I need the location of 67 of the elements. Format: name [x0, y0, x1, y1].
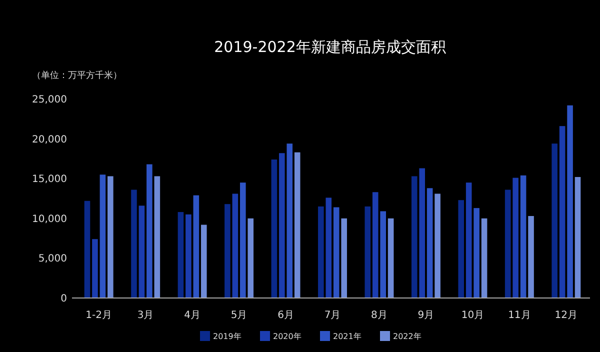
x-tick-label: 3月	[137, 310, 154, 321]
bar	[84, 200, 90, 298]
bar	[186, 214, 192, 298]
bar	[474, 208, 480, 298]
y-tick-label: 20,000	[32, 134, 67, 146]
bar	[200, 224, 207, 298]
y-tick-label: 25,000	[32, 94, 67, 106]
x-tick-label: 4月	[184, 310, 200, 321]
bar	[559, 126, 566, 298]
chart-title: 2019-2022年新建商品房成交面积	[214, 38, 446, 56]
bar	[271, 159, 278, 298]
x-tick-label: 5月	[230, 310, 248, 321]
y-tick-label: 5,000	[38, 254, 67, 265]
x-tick-label: 8月	[371, 310, 388, 321]
bar	[146, 164, 152, 298]
legend-label: 2019年	[213, 332, 242, 341]
bar	[178, 212, 184, 298]
bar	[333, 207, 340, 298]
text: （单位：万平方千米）	[32, 70, 122, 81]
legend-label: 2021年	[333, 332, 362, 341]
legend-label: 2020年	[273, 332, 302, 341]
x-tick-label: 1-2月	[86, 310, 112, 321]
x-tick-label: 11月	[508, 310, 531, 321]
bar	[341, 218, 347, 298]
bar	[224, 204, 230, 298]
bar	[574, 177, 581, 298]
bar	[100, 174, 106, 298]
bar	[318, 206, 324, 298]
bar	[279, 153, 285, 298]
bar	[232, 194, 238, 298]
bar	[528, 216, 534, 298]
bar	[248, 218, 254, 298]
bar	[193, 195, 200, 298]
x-tick-label: 7月	[324, 310, 341, 321]
bar	[458, 200, 464, 298]
bar	[380, 211, 386, 298]
bar	[364, 206, 371, 298]
x-tick-label: 9月	[418, 310, 434, 321]
bar	[411, 176, 418, 298]
y-tick-label: 0	[60, 294, 67, 304]
bar	[419, 168, 425, 298]
bar	[286, 144, 293, 298]
bar	[294, 152, 300, 298]
bar	[240, 182, 246, 298]
bar	[388, 218, 394, 298]
bar	[154, 176, 160, 298]
bar	[372, 192, 378, 298]
bar	[131, 190, 137, 298]
bar	[138, 206, 145, 298]
bar	[481, 218, 488, 298]
bar	[520, 175, 526, 298]
bar	[92, 239, 98, 298]
bar	[326, 198, 332, 298]
y-tick-label: 15,000	[32, 174, 67, 186]
bar	[434, 194, 440, 298]
legend-label: 2022年	[393, 332, 422, 341]
bar	[108, 176, 114, 298]
bar	[552, 144, 558, 298]
x-tick-label: 12月	[554, 310, 578, 321]
y-tick-label: 10,000	[32, 214, 67, 225]
bar	[512, 178, 518, 298]
bar	[466, 182, 472, 298]
bar	[567, 105, 573, 298]
x-tick-label: 6月	[278, 310, 294, 321]
x-tick-label: 10月	[461, 310, 484, 321]
bar	[504, 190, 511, 298]
bar	[426, 188, 433, 298]
